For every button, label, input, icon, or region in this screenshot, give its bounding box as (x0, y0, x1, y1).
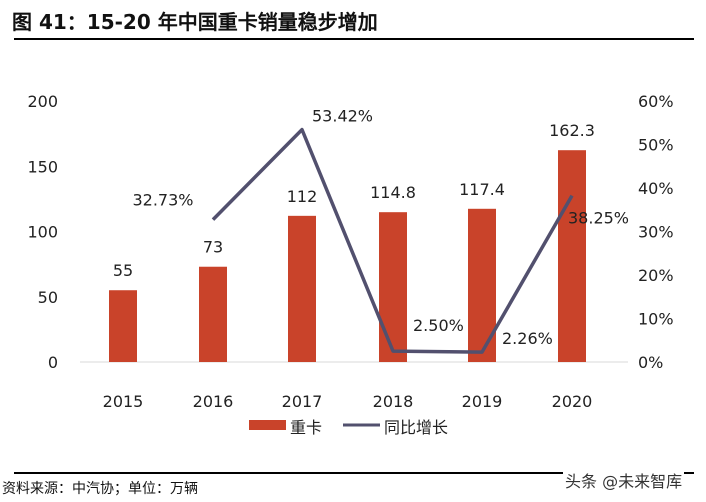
bar-data-label: 112 (287, 187, 318, 206)
x-tick-label: 2016 (193, 392, 234, 411)
bar-2015 (109, 290, 137, 362)
chart-title: 图 41：15-20 年中国重卡销量稳步增加 (12, 10, 378, 34)
bar-2018 (379, 212, 407, 362)
bar-data-label: 73 (203, 238, 223, 257)
chart: 0 50 100 150 200 0% 10% 20% 30% 40% 50% 60% 2015 2016… (27, 92, 674, 437)
bar-2019 (468, 208, 496, 362)
y-left-tick-label: 0 (48, 353, 58, 372)
y-left-tick-label: 200 (27, 92, 58, 111)
line-data-label: 53.42% (312, 107, 373, 126)
legend-bar-swatch (249, 420, 286, 430)
title-rule (14, 38, 694, 40)
line-data-label: 32.73% (132, 191, 193, 210)
bar-data-label: 114.8 (370, 183, 416, 202)
y-right-tick-label: 0% (638, 353, 663, 372)
y-right-tick-label: 20% (638, 266, 674, 285)
source-note: 资料来源：中汽协；单位：万辆 (2, 481, 198, 497)
watermark: 头条 @未来智库 (563, 468, 685, 492)
y-left-tick-label: 50 (38, 288, 58, 307)
bar-data-label: 55 (113, 261, 133, 280)
y-right-tick-label: 30% (638, 223, 674, 242)
legend-line-label: 同比增长 (384, 418, 448, 437)
line-data-label: 2.50% (413, 316, 464, 335)
bar-2016 (199, 266, 227, 362)
y-right-tick-label: 50% (638, 136, 674, 155)
x-tick-label: 2017 (282, 392, 323, 411)
footer-rule (14, 472, 694, 474)
y-right-tick-label: 10% (638, 310, 674, 329)
x-tick-label: 2018 (373, 392, 414, 411)
x-tick-label: 2015 (103, 392, 144, 411)
y-left-tick-label: 150 (27, 157, 58, 176)
y-right-tick-label: 60% (638, 92, 674, 111)
line-data-label: 2.26% (502, 329, 553, 348)
legend-bar-label: 重卡 (290, 418, 322, 437)
y-right-tick-label: 40% (638, 179, 674, 198)
bar-2020 (558, 150, 586, 362)
line-data-label: 38.25% (568, 209, 629, 228)
bar-2017 (288, 215, 316, 362)
bar-data-label: 117.4 (459, 180, 505, 199)
bar-data-label: 162.3 (549, 121, 595, 140)
y-left-tick-label: 100 (27, 223, 58, 242)
x-tick-label: 2019 (462, 392, 503, 411)
x-tick-label: 2020 (552, 392, 593, 411)
